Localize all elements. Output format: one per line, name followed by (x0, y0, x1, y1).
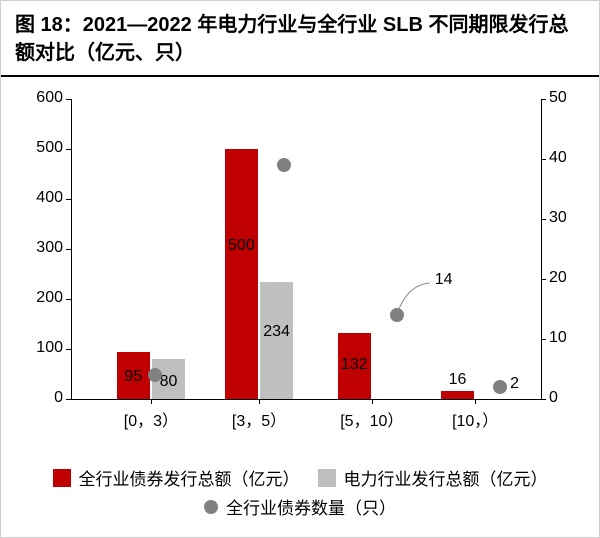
chart-area: 0100200300400500600010203040509580[0，3）5… (11, 89, 589, 429)
legend-swatch (204, 500, 218, 514)
legend-row-1: 全行业债券发行总额（亿元） 电力行业发行总额（亿元） (1, 465, 599, 490)
legend-swatch (53, 469, 71, 487)
legend-item-power-industry-total: 电力行业发行总额（亿元） (318, 465, 548, 490)
marker-label: 2 (510, 375, 519, 393)
legend: 全行业债券发行总额（亿元） 电力行业发行总额（亿元） 全行业债券数量（只） (1, 455, 599, 529)
figure-title: 图 18：2021—2022 年电力行业与全行业 SLB 不同期限发行总额对比（… (1, 1, 599, 77)
legend-item-all-industry-total: 全行业债券发行总额（亿元） (53, 465, 300, 490)
marker-label: 14 (435, 271, 453, 289)
callout-line (11, 89, 591, 431)
legend-swatch (318, 469, 336, 487)
legend-item-all-industry-count: 全行业债券数量（只） (204, 494, 396, 519)
legend-row-2: 全行业债券数量（只） (1, 494, 599, 519)
marker-count (493, 380, 507, 394)
legend-label: 全行业债券数量（只） (226, 494, 396, 519)
legend-label: 电力行业发行总额（亿元） (344, 465, 548, 490)
plot-area: 0100200300400500600010203040509580[0，3）5… (11, 89, 589, 429)
figure-container: 图 18：2021—2022 年电力行业与全行业 SLB 不同期限发行总额对比（… (0, 0, 600, 538)
legend-label: 全行业债券发行总额（亿元） (79, 465, 300, 490)
